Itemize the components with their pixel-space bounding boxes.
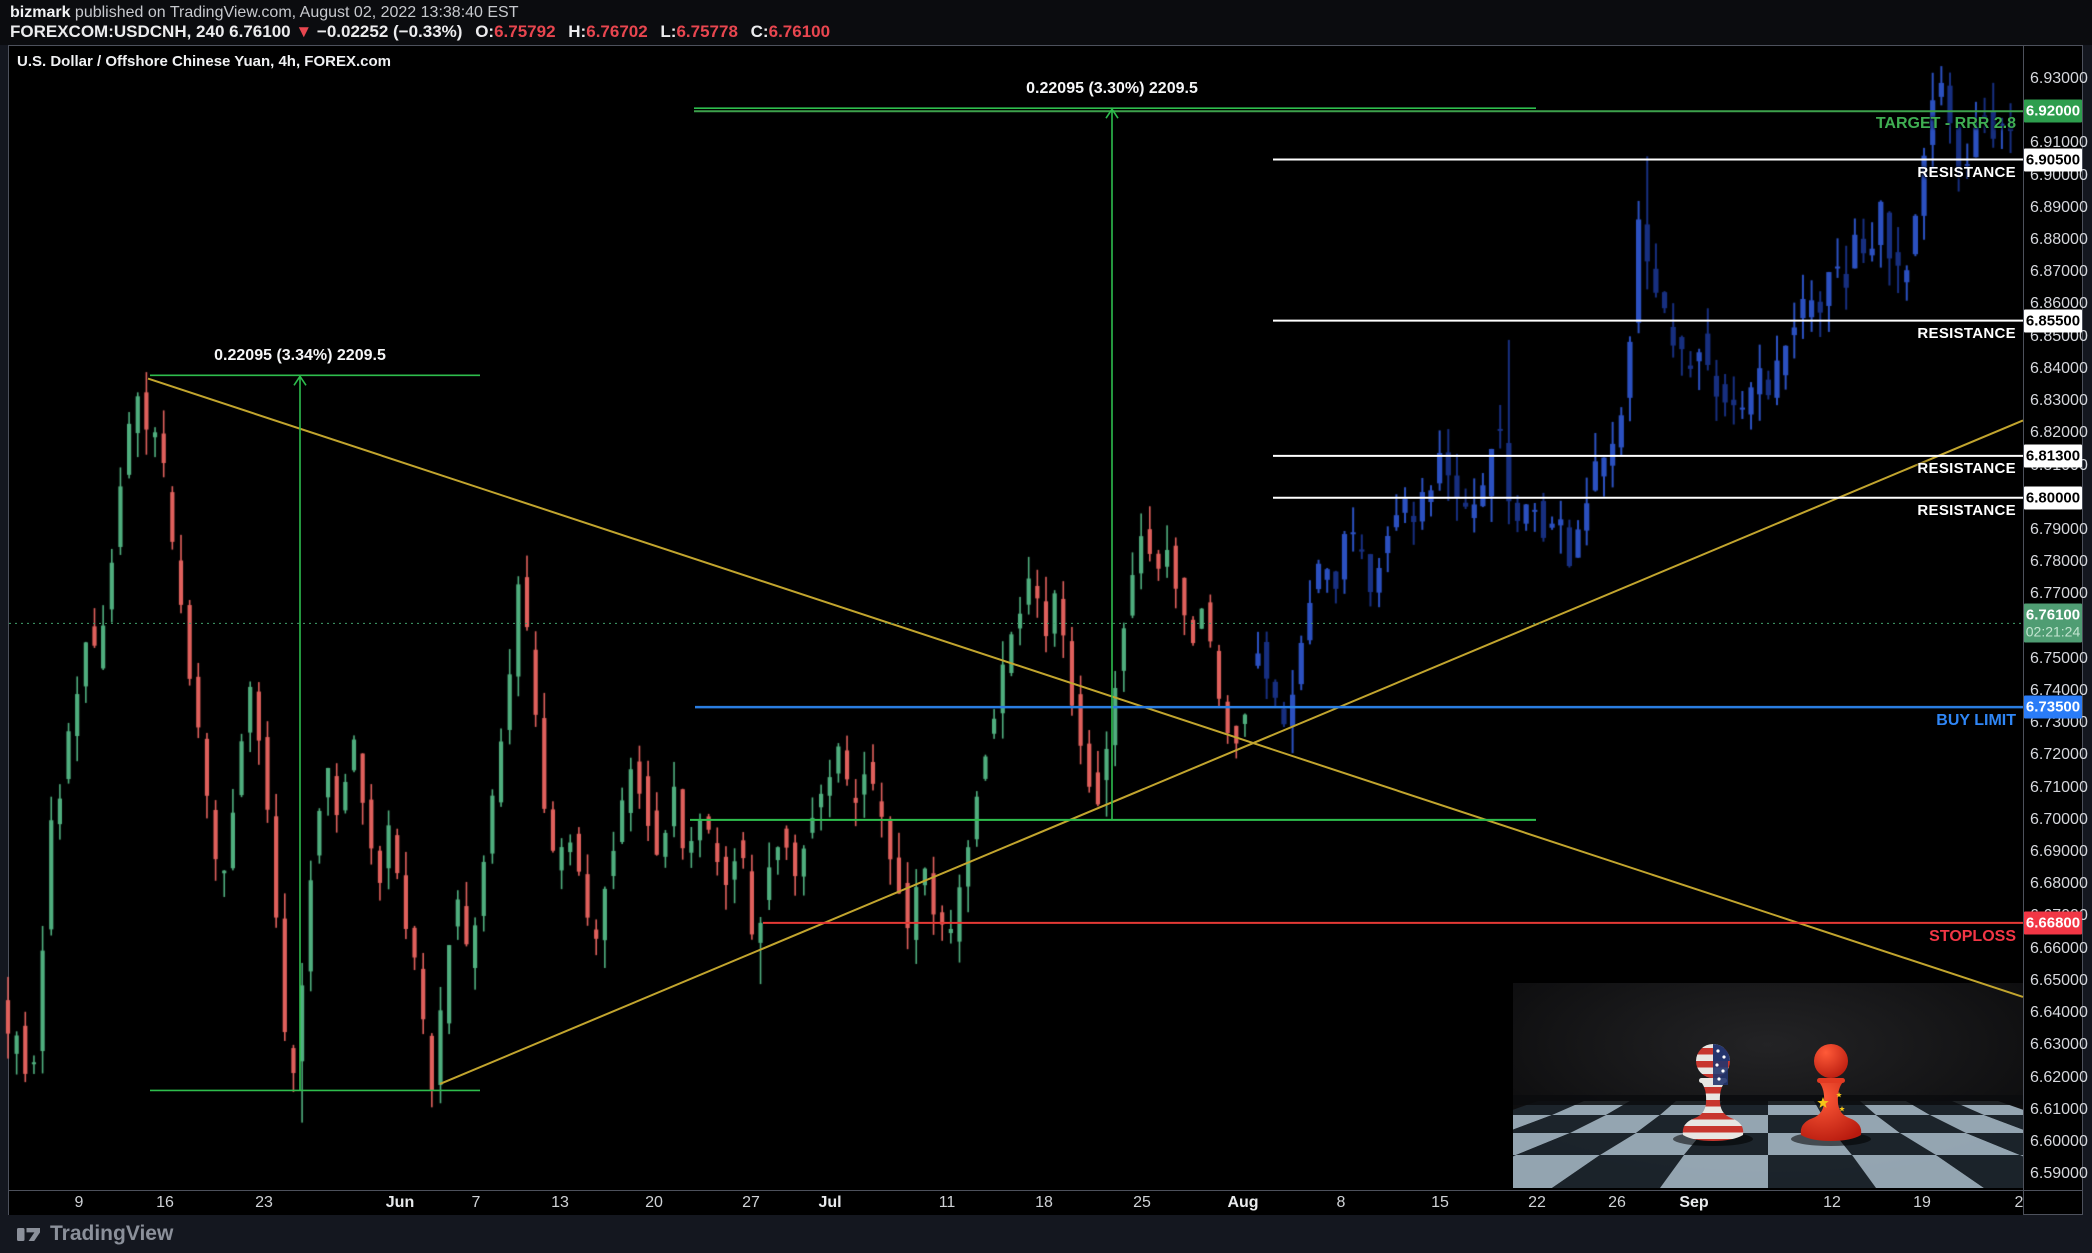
- time-tick: Aug: [1227, 1194, 1259, 1211]
- footer-bar: TradingView: [0, 1215, 2092, 1253]
- price-badge-buy: 6.73500: [2024, 695, 2082, 719]
- time-tick: 9: [74, 1194, 84, 1211]
- price-tick: 6.61000: [2030, 1100, 2088, 1118]
- price-tick: 6.83000: [2030, 392, 2088, 410]
- price-tick: 6.62000: [2030, 1068, 2088, 1086]
- price-tick: 6.69000: [2030, 843, 2088, 861]
- time-tick: Jun: [385, 1194, 415, 1211]
- resistance-label: RESISTANCE: [1917, 163, 2016, 181]
- time-tick: 26: [1608, 1194, 1626, 1211]
- price-badge-current: 6.76100 02:21:24: [2024, 603, 2082, 643]
- time-tick: 12: [1823, 1194, 1841, 1211]
- time-tick: 18: [1035, 1194, 1053, 1211]
- price-badge-level: 6.81300: [2024, 444, 2082, 468]
- time-tick: 20: [645, 1194, 663, 1211]
- measure-arrowhead-0[interactable]: [1111, 108, 1119, 119]
- price-tick: 6.66000: [2030, 939, 2088, 957]
- price-tick: 6.89000: [2030, 198, 2088, 216]
- time-tick: Sep: [1679, 1194, 1709, 1211]
- price-scale[interactable]: CNH 6.930006.910006.900006.890006.880006…: [2024, 46, 2088, 1189]
- time-tick: 23: [255, 1194, 273, 1211]
- resistance-label: RESISTANCE: [1917, 459, 2016, 477]
- target-line-label[interactable]: TARGET - RRR 2.8: [1875, 115, 2016, 133]
- price-tick: 6.59000: [2030, 1165, 2088, 1183]
- us-china-chess-pawns-image: [1513, 983, 2023, 1188]
- price-tick: 6.79000: [2030, 520, 2088, 538]
- time-tick: 25: [1133, 1194, 1151, 1211]
- price-tick: 6.72000: [2030, 746, 2088, 764]
- price-tick: 6.93000: [2030, 70, 2088, 87]
- price-badge-level: 6.90500: [2024, 148, 2082, 172]
- time-tick: 15: [1431, 1194, 1449, 1211]
- price-badge-level: 6.85500: [2024, 309, 2082, 333]
- time-tick: 27: [742, 1194, 760, 1211]
- price-tick: 6.74000: [2030, 681, 2088, 699]
- tradingview-logo-text: TradingView: [50, 1222, 174, 1245]
- price-tick: 6.70000: [2030, 810, 2088, 828]
- measure-arrowhead-1[interactable]: [299, 375, 307, 386]
- time-tick: 2: [2014, 1194, 2024, 1211]
- price-badge-level: 6.80000: [2024, 486, 2082, 510]
- measure-arrowhead-0[interactable]: [1105, 108, 1113, 119]
- time-tick: 7: [471, 1194, 481, 1211]
- price-tick: 6.88000: [2030, 231, 2088, 249]
- price-tick: 6.71000: [2030, 778, 2088, 796]
- price-tick: 6.75000: [2030, 649, 2088, 667]
- time-tick: 8: [1336, 1194, 1346, 1211]
- descending-trendline[interactable]: [147, 377, 2024, 998]
- time-tick: 13: [551, 1194, 569, 1211]
- price-tick: 6.86000: [2030, 295, 2088, 313]
- time-axis[interactable]: 9 16 23 Jun 7 13 20 27 Jul 11 18 25 Aug 8 15 22 26 Sep 12 1…: [9, 1191, 2023, 1215]
- price-tick: 6.65000: [2030, 971, 2088, 989]
- price-badge-target: 6.92000: [2024, 99, 2082, 123]
- price-badge-stop: 6.66800: [2024, 911, 2082, 935]
- price-tick: 6.64000: [2030, 1004, 2088, 1022]
- tradingview-logo[interactable]: TradingView: [16, 1221, 173, 1247]
- time-tick: 19: [1913, 1194, 1931, 1211]
- price-tick: 6.82000: [2030, 424, 2088, 442]
- price-tick: 6.60000: [2030, 1132, 2088, 1150]
- price-tick: 6.87000: [2030, 263, 2088, 281]
- buy-limit-line-label[interactable]: BUY LIMIT: [1936, 712, 2016, 730]
- measure-arrowhead-1[interactable]: [293, 375, 301, 386]
- time-tick: 11: [938, 1194, 956, 1211]
- price-tick: 6.63000: [2030, 1036, 2088, 1054]
- price-tick: 6.84000: [2030, 359, 2088, 377]
- chart-legend[interactable]: U.S. Dollar / Offshore Chinese Yuan, 4h,…: [17, 53, 391, 70]
- price-range-label-left[interactable]: 0.22095 (3.34%) 2209.5: [214, 347, 386, 365]
- time-tick: 22: [1528, 1194, 1546, 1211]
- tradingview-logo-icon: [17, 1228, 40, 1241]
- resistance-label: RESISTANCE: [1917, 501, 2016, 519]
- price-tick: 6.78000: [2030, 553, 2088, 571]
- time-tick: Jul: [818, 1194, 842, 1211]
- price-tick: 6.91000: [2030, 134, 2088, 152]
- price-range-label-top[interactable]: 0.22095 (3.30%) 2209.5: [1026, 80, 1198, 98]
- price-tick: 6.77000: [2030, 585, 2088, 603]
- price-tick: 6.68000: [2030, 875, 2088, 893]
- stoploss-line-label[interactable]: STOPLOSS: [1929, 927, 2016, 945]
- resistance-label: RESISTANCE: [1917, 324, 2016, 342]
- time-tick: 16: [156, 1194, 174, 1211]
- ascending-trendline[interactable]: [439, 419, 2024, 1085]
